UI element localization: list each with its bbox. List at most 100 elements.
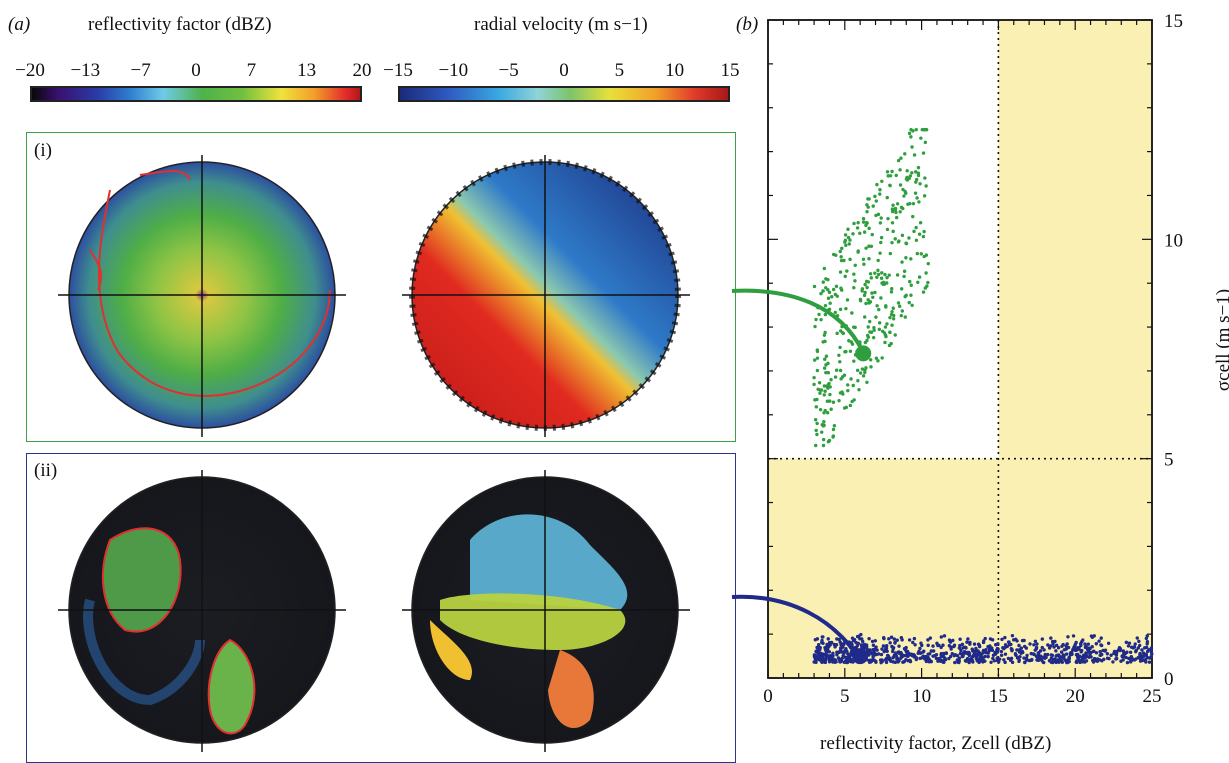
data-point-series-2 bbox=[955, 653, 960, 658]
data-point-series-2 bbox=[958, 637, 962, 641]
data-point-series-1 bbox=[818, 391, 822, 395]
subpanel-ii-label: (ii) bbox=[34, 460, 58, 481]
data-point-series-2 bbox=[894, 651, 898, 655]
data-point-series-2 bbox=[835, 652, 839, 657]
x-tick-label: 15 bbox=[989, 686, 1008, 707]
data-point-series-2 bbox=[1062, 656, 1066, 661]
data-point-series-2 bbox=[871, 658, 876, 662]
data-point-series-2 bbox=[1010, 633, 1015, 638]
data-point-series-2 bbox=[892, 637, 897, 641]
data-point-series-1 bbox=[856, 250, 860, 254]
data-point-series-1 bbox=[855, 368, 860, 373]
data-point-series-2 bbox=[963, 645, 968, 650]
data-point-series-2 bbox=[997, 660, 1001, 664]
data-point-series-2 bbox=[1038, 649, 1043, 653]
data-point-series-2 bbox=[821, 652, 825, 656]
data-point-series-1 bbox=[839, 329, 843, 333]
data-point-series-1 bbox=[858, 371, 863, 375]
data-point-series-1 bbox=[833, 292, 838, 297]
data-point-series-1 bbox=[926, 261, 930, 266]
data-point-series-1 bbox=[863, 282, 867, 287]
data-point-series-1 bbox=[924, 184, 928, 188]
data-point-series-1 bbox=[884, 304, 888, 308]
data-point-series-1 bbox=[861, 216, 866, 221]
data-point-series-2 bbox=[1036, 656, 1041, 661]
data-point-series-2 bbox=[1144, 645, 1149, 650]
data-point-series-2 bbox=[874, 660, 878, 664]
data-point-series-1 bbox=[895, 273, 900, 277]
data-point-series-2 bbox=[1134, 648, 1139, 653]
data-point-series-2 bbox=[1066, 645, 1071, 650]
data-point-series-2 bbox=[1099, 636, 1103, 640]
data-point-series-1 bbox=[914, 180, 918, 184]
data-point-series-2 bbox=[970, 658, 975, 663]
data-point-series-1 bbox=[872, 328, 876, 332]
x-tick-label: 5 bbox=[840, 686, 850, 707]
data-point-series-2 bbox=[1068, 651, 1073, 655]
data-point-series-2 bbox=[1003, 635, 1007, 640]
data-point-series-1 bbox=[828, 399, 832, 403]
data-point-series-1 bbox=[848, 238, 852, 242]
data-point-series-2 bbox=[936, 659, 940, 663]
data-point-series-1 bbox=[855, 226, 860, 230]
data-point-series-1 bbox=[904, 241, 908, 245]
data-point-series-1 bbox=[852, 398, 856, 402]
data-point-series-2 bbox=[837, 658, 842, 662]
data-point-series-2 bbox=[1084, 654, 1089, 659]
data-point-series-2 bbox=[1046, 652, 1050, 657]
data-point-series-1 bbox=[888, 183, 892, 187]
data-point-series-1 bbox=[890, 207, 895, 211]
data-point-series-1 bbox=[910, 171, 914, 175]
data-point-series-2 bbox=[1076, 656, 1081, 661]
data-point-series-1 bbox=[815, 368, 820, 373]
data-point-series-1 bbox=[893, 237, 897, 241]
data-point-series-2 bbox=[966, 652, 970, 656]
data-point-series-2 bbox=[1125, 660, 1130, 665]
data-point-series-2 bbox=[1137, 639, 1141, 644]
data-point-series-1 bbox=[819, 291, 823, 296]
data-point-series-1 bbox=[875, 304, 879, 308]
data-point-series-1 bbox=[880, 271, 884, 275]
data-point-series-2 bbox=[1040, 637, 1045, 641]
data-point-series-1 bbox=[916, 280, 920, 284]
data-point-series-1 bbox=[890, 169, 894, 174]
data-point-series-2 bbox=[1089, 655, 1093, 659]
data-point-series-1 bbox=[902, 274, 906, 279]
data-point-series-2 bbox=[1109, 653, 1113, 657]
data-point-series-1 bbox=[878, 251, 882, 255]
data-point-series-1 bbox=[814, 317, 818, 322]
data-point-series-1 bbox=[871, 335, 876, 340]
data-point-series-2 bbox=[952, 643, 957, 647]
data-point-series-1 bbox=[817, 312, 821, 317]
data-point-series-1 bbox=[866, 325, 870, 329]
data-point-series-2 bbox=[1042, 648, 1046, 652]
y-axis-label: σcell (m s−1) bbox=[1213, 289, 1229, 391]
data-point-series-1 bbox=[905, 169, 909, 173]
data-point-series-2 bbox=[1129, 655, 1134, 660]
data-point-series-2 bbox=[1024, 657, 1029, 661]
data-point-series-2 bbox=[894, 654, 899, 658]
data-point-series-1 bbox=[888, 315, 892, 320]
data-point-series-1 bbox=[842, 258, 846, 263]
data-point-series-2 bbox=[1046, 643, 1050, 647]
data-point-series-2 bbox=[1003, 652, 1008, 656]
data-point-series-1 bbox=[874, 199, 878, 203]
data-point-series-1 bbox=[820, 430, 824, 434]
data-point-series-2 bbox=[882, 649, 886, 654]
data-point-series-1 bbox=[873, 290, 877, 295]
data-point-series-2 bbox=[1003, 643, 1008, 647]
data-point-series-2 bbox=[1065, 642, 1069, 646]
data-point-series-1 bbox=[824, 286, 828, 290]
data-point-series-2 bbox=[906, 653, 911, 657]
data-point-series-1 bbox=[823, 303, 828, 308]
data-point-series-2 bbox=[831, 660, 835, 664]
data-point-series-1 bbox=[869, 365, 873, 369]
data-point-series-1 bbox=[861, 220, 866, 224]
data-point-series-1 bbox=[858, 231, 862, 235]
data-point-series-2 bbox=[981, 649, 985, 654]
data-point-series-1 bbox=[834, 253, 838, 257]
data-point-series-1 bbox=[915, 196, 919, 200]
data-point-series-2 bbox=[1124, 640, 1129, 645]
data-point-series-1 bbox=[844, 349, 848, 354]
